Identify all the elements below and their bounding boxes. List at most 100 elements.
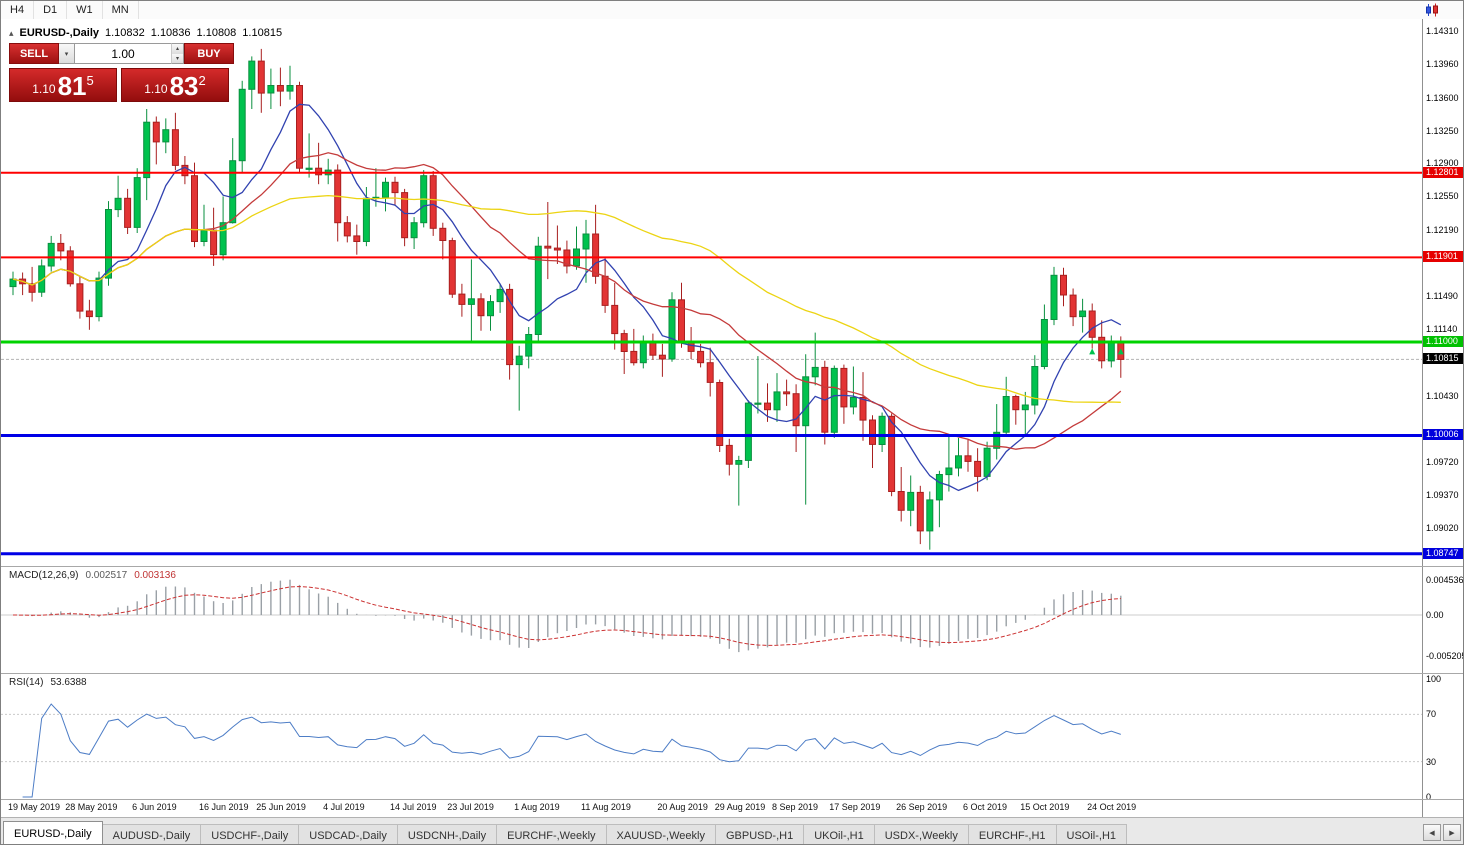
sell-price-button[interactable]: 1.10 81 5: [9, 68, 117, 102]
tab-usoil-h1[interactable]: USOil-,H1: [1055, 824, 1128, 844]
price-tick: 1.09020: [1426, 523, 1459, 534]
tab-scroll-left-button[interactable]: ◀: [1423, 824, 1441, 841]
ohlc-high: 1.10836: [150, 27, 191, 39]
macd-label: MACD(12,26,9) 0.002517 0.003136: [9, 570, 176, 581]
chart-icon: [1426, 3, 1438, 17]
date-label: 4 Jul 2019: [323, 802, 365, 812]
timeframe-button-w1[interactable]: W1: [67, 1, 103, 19]
date-label: 6 Oct 2019: [963, 802, 1008, 812]
volume-dropdown-button[interactable]: ▾: [59, 43, 75, 64]
chart-tabs: EURUSD-,Daily AUDUSD-,Daily USDCHF-,Daily U…: [3, 821, 1128, 844]
tab-xauusd-weekly[interactable]: XAUUSD-,Weekly: [605, 824, 716, 844]
time-axis-divider: [1, 799, 1463, 800]
sell-price-prefix: 1.10: [32, 82, 56, 96]
rsi-axis-label: 30: [1426, 756, 1437, 767]
price-axis[interactable]: 1.14310 1.13960 1.13600 1.13250 1.12900 1.125…: [1422, 19, 1464, 817]
rsi-label: RSI(14) 53.6388: [9, 677, 87, 688]
price-label-1.08747: 1.08747: [1423, 547, 1463, 559]
date-label: 26 Sep 2019: [896, 802, 948, 812]
macd-name: MACD(12,26,9): [9, 570, 79, 581]
volume-increase-button[interactable]: ▴: [172, 44, 183, 54]
volume-value: 1.00: [111, 46, 135, 61]
macd-value-main: 0.002517: [85, 570, 128, 581]
price-tick: 1.11490: [1426, 290, 1458, 301]
tab-usdchf-daily[interactable]: USDCHF-,Daily: [200, 824, 300, 844]
rsi-axis-label: 0: [1426, 792, 1432, 802]
timeframe-button-mn[interactable]: MN: [103, 1, 139, 19]
chart-pane[interactable]: ▴ EURUSD-,Daily 1.10832 1.10836 1.10808 …: [1, 19, 1422, 817]
rsi-panel-divider[interactable]: [1, 673, 1463, 674]
timeframe-button-h4[interactable]: H4: [1, 1, 35, 19]
chart-symbol: EURUSD-,Daily: [19, 27, 99, 39]
time-axis[interactable]: 19 May 2019 28 May 2019 6 Jun 2019 16 Jun 2…: [1, 799, 1422, 817]
date-label: 15 Oct 2019: [1020, 802, 1070, 812]
date-label: 19 May 2019: [8, 802, 61, 812]
one-click-trading-panel: SELL ▾ 1.00 ▴ ▾ BUY 1.10 81 5 1.10: [9, 43, 234, 102]
date-label: 6 Jun 2019: [132, 802, 177, 812]
price-label-1.10006: 1.10006: [1423, 429, 1463, 441]
date-label: 29 Aug 2019: [714, 802, 766, 812]
collapse-trade-panel-button[interactable]: ▴: [9, 27, 14, 38]
date-label: 16 Jun 2019: [199, 802, 249, 812]
price-tick: 1.13600: [1426, 92, 1459, 103]
timeframe-toolbar: H4 D1 W1 MN: [1, 1, 1463, 20]
price-tick: 1.12550: [1426, 191, 1459, 202]
volume-decrease-button[interactable]: ▾: [172, 53, 183, 63]
price-label-1.11901: 1.11901: [1423, 251, 1463, 263]
tab-usdcad-daily[interactable]: USDCAD-,Daily: [298, 824, 398, 844]
tab-eurusd-daily[interactable]: EURUSD-,Daily: [3, 821, 103, 844]
price-tick: 1.12900: [1426, 158, 1459, 169]
date-label: 28 May 2019: [65, 802, 118, 812]
tab-ukoil-h1[interactable]: UKOil-,H1: [803, 824, 875, 844]
tab-eurchf-weekly[interactable]: EURCHF-,Weekly: [496, 824, 607, 844]
trade-arrow-icon: [1089, 348, 1124, 355]
date-label: 8 Sep 2019: [772, 802, 819, 812]
chart-title: ▴ EURUSD-,Daily 1.10832 1.10836 1.10808 …: [9, 27, 282, 39]
macd-panel-divider[interactable]: [1, 566, 1463, 567]
tab-audusd-daily[interactable]: AUDUSD-,Daily: [101, 824, 202, 844]
buy-price-big: 83: [169, 71, 199, 101]
tab-scroll-right-button[interactable]: ▶: [1443, 824, 1461, 841]
chart-tab-bar: EURUSD-,Daily AUDUSD-,Daily USDCHF-,Daily U…: [1, 817, 1463, 844]
ohlc-close: 1.10815: [242, 27, 283, 39]
buy-price-button[interactable]: 1.10 83 2: [121, 68, 229, 102]
price-tick: 1.13250: [1426, 125, 1459, 136]
ohlc-low: 1.10808: [196, 27, 237, 39]
ohlc-open: 1.10832: [105, 27, 145, 39]
rsi-axis-label: 70: [1426, 709, 1437, 720]
candles: [9, 48, 1125, 550]
macd-axis-label: 0.004536: [1426, 574, 1464, 585]
tab-gbpusd-h1[interactable]: GBPUSD-,H1: [714, 824, 805, 844]
macd-axis-label: -0.005205: [1426, 650, 1464, 661]
rsi-name: RSI(14): [9, 677, 44, 688]
price-tick: 1.11140: [1426, 323, 1458, 334]
tab-usdcnh-daily[interactable]: USDCNH-,Daily: [396, 824, 498, 844]
tab-usdx-weekly[interactable]: USDX-,Weekly: [873, 824, 969, 844]
timeframe-buttons: H4 D1 W1 MN: [1, 1, 1463, 19]
price-label-1.12801: 1.12801: [1423, 166, 1463, 178]
date-label: 11 Aug 2019: [581, 802, 631, 812]
sell-button[interactable]: SELL: [9, 43, 59, 64]
buy-price-sup: 2: [198, 73, 206, 88]
price-chart-canvas[interactable]: [1, 19, 1422, 817]
horizontal-level-lines[interactable]: [1, 171, 1422, 556]
date-label: 20 Aug 2019: [657, 802, 708, 812]
rsi-indicator: [1, 703, 1422, 798]
rsi-value: 53.6388: [50, 677, 87, 688]
price-tick: 1.09720: [1426, 457, 1459, 468]
date-label: 24 Oct 2019: [1087, 802, 1137, 812]
volume-spinner: ▴ ▾: [171, 43, 184, 64]
tab-eurchf-h1[interactable]: EURCHF-,H1: [967, 824, 1057, 844]
macd-axis-label: 0.00: [1426, 610, 1444, 620]
date-label: 14 Jul 2019: [390, 802, 437, 812]
price-label-1.11000: 1.11000: [1423, 336, 1463, 348]
volume-input[interactable]: 1.00: [75, 43, 171, 64]
price-label-1.10815: 1.10815: [1423, 353, 1463, 365]
buy-price-prefix: 1.10: [144, 82, 168, 96]
price-tick: 1.14310: [1426, 26, 1459, 36]
timeframe-button-d1[interactable]: D1: [34, 1, 68, 19]
date-label: 1 Aug 2019: [514, 802, 560, 812]
price-tick: 1.13960: [1426, 58, 1459, 69]
buy-button[interactable]: BUY: [184, 43, 234, 64]
